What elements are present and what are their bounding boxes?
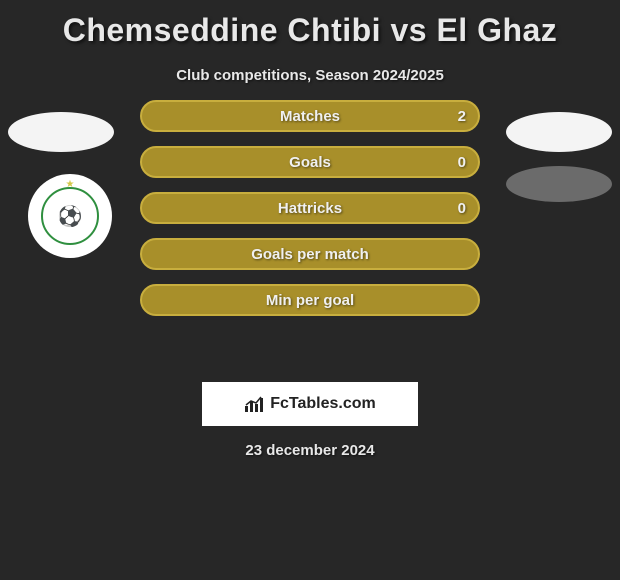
- brand-bars-icon: [244, 395, 266, 413]
- comparison-stage: ★ ⚽ Matches 2 Goals 0 Hattricks 0 Goals …: [0, 116, 620, 376]
- page-title: Chemseddine Chtibi vs El Ghaz: [0, 0, 620, 49]
- stat-bar-hattricks: Hattricks 0: [140, 192, 480, 224]
- stat-label: Goals: [289, 154, 331, 171]
- stat-bar-min-per-goal: Min per goal: [140, 284, 480, 316]
- stat-bar-goals: Goals 0: [140, 146, 480, 178]
- stat-value-right: 2: [458, 108, 466, 125]
- stat-bars: Matches 2 Goals 0 Hattricks 0 Goals per …: [140, 100, 480, 316]
- crest-ball-icon: ⚽: [58, 204, 83, 229]
- club-crest: ★ ⚽: [28, 174, 112, 258]
- brand-text: FcTables.com: [270, 395, 376, 413]
- stat-label: Min per goal: [266, 292, 354, 309]
- team-badge-right-1: [506, 112, 612, 152]
- subtitle: Club competitions, Season 2024/2025: [0, 67, 620, 84]
- stat-bar-goals-per-match: Goals per match: [140, 238, 480, 270]
- stat-bar-matches: Matches 2: [140, 100, 480, 132]
- stat-value-right: 0: [458, 154, 466, 171]
- stat-label: Goals per match: [251, 246, 369, 263]
- stat-label: Matches: [280, 108, 340, 125]
- brand-box: FcTables.com: [202, 382, 418, 426]
- stat-value-right: 0: [458, 200, 466, 217]
- team-badge-left-1: [8, 112, 114, 152]
- team-badge-right-2: [506, 166, 612, 202]
- stat-label: Hattricks: [278, 200, 342, 217]
- crest-star-icon: ★: [66, 179, 75, 190]
- date-line: 23 december 2024: [0, 442, 620, 459]
